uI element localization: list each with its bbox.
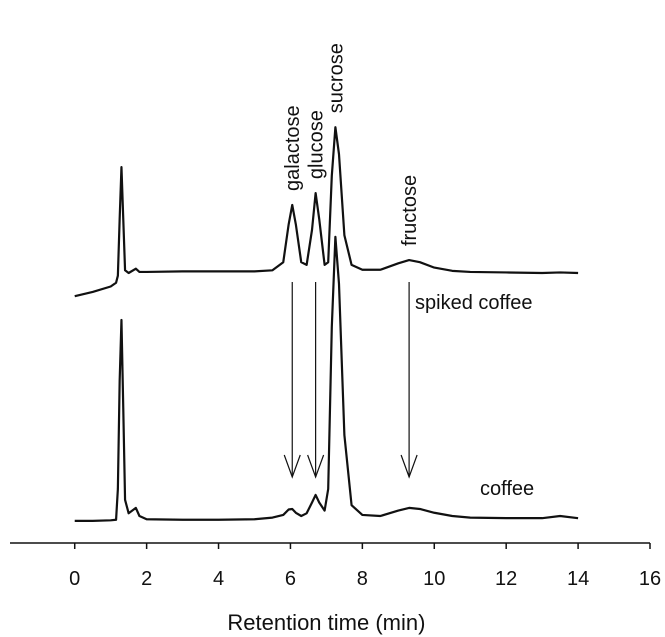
x-tick-label: 6: [285, 568, 296, 590]
x-tick-label: 0: [69, 568, 80, 590]
x-tick-label: 4: [213, 568, 224, 590]
x-tick-label: 10: [423, 568, 445, 590]
peak-label: glucose: [306, 110, 328, 179]
x-tick-label: 2: [141, 568, 152, 590]
peak-label: sucrose: [325, 43, 347, 113]
arrow-head: [307, 454, 325, 479]
peak-label: fructose: [399, 175, 421, 246]
x-axis-label: Retention time (min): [227, 610, 425, 635]
x-tick-label: 8: [357, 568, 368, 590]
peak-label: galactose: [282, 105, 304, 191]
x-tick-label: 14: [567, 568, 589, 590]
x-tick-label: 16: [639, 568, 661, 590]
series-label: spiked coffee: [415, 292, 533, 314]
arrow-head: [283, 454, 301, 479]
trace: [74, 235, 579, 522]
x-tick-label: 12: [495, 568, 517, 590]
series-label: coffee: [480, 478, 534, 500]
trace: [74, 126, 579, 298]
arrow-head: [400, 454, 418, 479]
